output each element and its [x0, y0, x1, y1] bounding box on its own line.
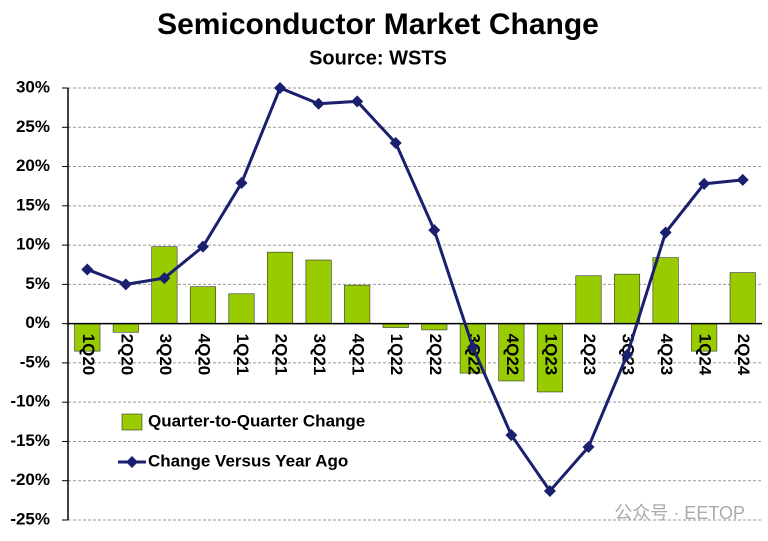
bar	[421, 323, 448, 331]
bar	[267, 251, 294, 324]
line-marker	[698, 177, 711, 190]
y-tick-label: 25%	[16, 117, 50, 136]
x-tick-label: 1Q20	[79, 334, 98, 376]
legend-label: Quarter-to-Quarter Change	[148, 411, 365, 430]
bar	[498, 323, 525, 382]
y-tick-label: 10%	[16, 235, 50, 254]
bar	[305, 259, 332, 324]
y-tick-label: -25%	[10, 509, 50, 528]
x-tick-label: 2Q23	[580, 334, 599, 376]
x-tick-label: 3Q22	[464, 334, 483, 376]
line-marker	[389, 136, 402, 149]
bar	[652, 257, 679, 324]
line-marker	[736, 173, 749, 186]
x-tick-label: 1Q23	[541, 334, 560, 376]
line-marker	[505, 429, 518, 442]
line-marker	[119, 278, 132, 291]
watermark: 公众号 · EETOP	[614, 503, 745, 523]
x-tick-label: 2Q21	[272, 334, 291, 376]
bar	[112, 323, 139, 333]
line-marker	[235, 177, 248, 190]
line-marker	[312, 97, 325, 110]
line-marker	[659, 226, 672, 239]
y-tick-label: 5%	[25, 274, 50, 293]
chart-title: Semiconductor Market Change	[157, 8, 599, 41]
line-marker	[81, 263, 94, 276]
y-tick-label: 20%	[16, 156, 50, 175]
line-marker	[196, 240, 209, 253]
x-tick-label: 4Q22	[503, 334, 522, 376]
legend-marker	[126, 456, 138, 468]
x-tick-label: 4Q21	[349, 334, 368, 376]
y-tick-label: -10%	[10, 392, 50, 411]
legend-item: Change Versus Year Ago	[118, 451, 348, 470]
line-marker	[274, 82, 287, 94]
y-tick-label: -5%	[20, 352, 50, 371]
line	[86, 86, 743, 494]
line-marker	[351, 95, 364, 108]
line-marker	[582, 440, 595, 453]
y-tick-label: -20%	[10, 470, 50, 489]
x-tick-label: 4Q20	[194, 334, 213, 376]
x-tick-label: 3Q20	[156, 334, 175, 376]
legend-swatch	[121, 413, 143, 431]
bar	[189, 286, 216, 324]
y-tick-label: 30%	[16, 77, 50, 96]
legend-label: Change Versus Year Ago	[148, 451, 348, 470]
bar	[344, 284, 371, 324]
x-tick-label: 3Q21	[310, 334, 329, 376]
x-tick-label: 2Q22	[426, 334, 445, 376]
x-tick-label: 1Q21	[233, 334, 252, 376]
bar	[228, 293, 255, 324]
bar	[729, 272, 756, 324]
line-marker	[428, 224, 441, 237]
line-marker	[466, 341, 479, 354]
x-tick-label: 2Q24	[734, 334, 753, 376]
bar	[536, 323, 563, 393]
y-tick-label: 0%	[25, 313, 50, 332]
bar	[691, 323, 718, 352]
line-marker	[543, 484, 556, 497]
x-tick-label: 1Q22	[387, 334, 406, 376]
legend-item: Quarter-to-Quarter Change	[121, 411, 365, 431]
x-tick-label: 1Q24	[696, 334, 715, 376]
line-marker	[158, 272, 171, 285]
bar	[614, 273, 641, 324]
x-tick-label: 2Q20	[117, 334, 136, 376]
bar	[575, 275, 602, 324]
bar	[151, 246, 178, 324]
line-marker	[621, 349, 634, 362]
y-tick-label: -15%	[10, 431, 50, 450]
x-tick-label: 4Q23	[657, 334, 676, 376]
chart-subtitle: Source: WSTS	[309, 47, 447, 69]
y-tick-label: 15%	[16, 195, 50, 214]
